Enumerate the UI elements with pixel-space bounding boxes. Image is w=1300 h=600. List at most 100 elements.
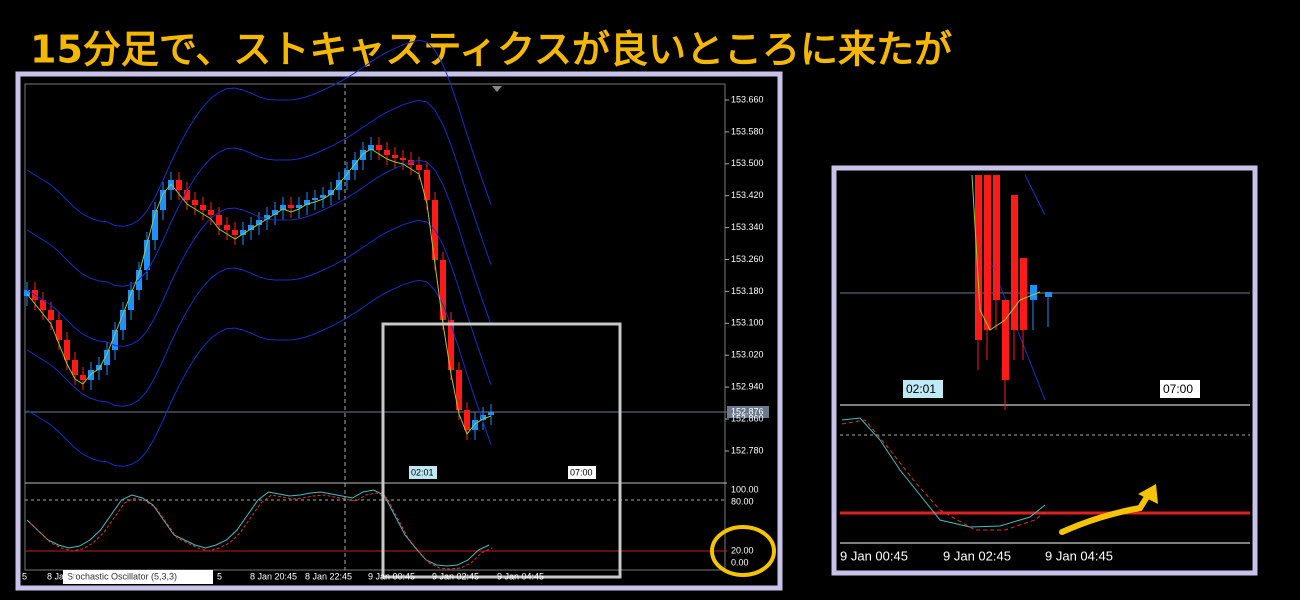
highlight-circle — [710, 525, 776, 577]
candle — [216, 215, 222, 225]
candle — [184, 190, 190, 200]
candle — [192, 200, 198, 205]
stochastic-plot — [26, 489, 493, 570]
candle — [416, 165, 422, 170]
candle — [48, 310, 54, 320]
zoom-time-label: 9 Jan 04:45 — [1045, 548, 1113, 563]
highlight-box — [381, 322, 622, 579]
price-label: 152.860 — [731, 413, 764, 423]
main-panel-frame — [15, 71, 783, 591]
moving-average — [26, 148, 492, 435]
zoom-plot: 02:01 07:00 9 Jan 00:45 9 Jan 02:45 9 Jan 04… — [840, 174, 1200, 563]
candle — [160, 190, 166, 210]
zoom-time-tag-label: 02:01 — [906, 382, 936, 396]
time-label: 9 Jan 02:45 — [432, 571, 479, 581]
candle — [80, 375, 86, 380]
price-label: 152.940 — [731, 381, 764, 391]
candle — [424, 170, 430, 200]
price-label: 153.340 — [731, 222, 764, 232]
candle — [464, 410, 470, 430]
zoom-candle — [1045, 292, 1052, 297]
zoom-candle — [1020, 258, 1027, 330]
candle — [88, 370, 94, 380]
candle — [104, 350, 110, 365]
candle — [200, 205, 206, 210]
indicator-label: Stochastic Oscillator (5,3,3) — [67, 571, 177, 581]
zoom-time-label: 9 Jan 00:45 — [840, 548, 908, 563]
time-tag — [409, 466, 437, 479]
price-label: 153.580 — [731, 126, 764, 136]
candle — [360, 150, 366, 160]
zoom-moving-average — [971, 174, 1041, 331]
candle — [472, 420, 478, 430]
zoom-time-tag — [1160, 380, 1200, 398]
candle — [144, 240, 150, 270]
candle — [152, 210, 158, 240]
candle — [176, 180, 182, 190]
candle — [72, 360, 78, 375]
candle — [64, 340, 70, 360]
zoom-stoch-main — [841, 417, 1046, 528]
current-price-box — [727, 406, 769, 418]
candle — [272, 210, 278, 215]
bollinger-band — [26, 39, 492, 227]
candle — [248, 225, 254, 230]
price-label: 153.260 — [731, 254, 764, 264]
time-label: 8 Jan 22:45 — [305, 571, 352, 581]
price-label: 153.660 — [731, 94, 764, 104]
candle — [112, 330, 118, 350]
candle — [304, 200, 310, 205]
arrow — [1059, 489, 1153, 535]
candle — [336, 180, 342, 190]
candle — [368, 145, 374, 150]
bollinger-band — [26, 159, 492, 347]
candle — [256, 220, 262, 225]
candle — [488, 412, 494, 415]
zoom-time-tag-label: 07:00 — [1163, 382, 1193, 396]
candle — [120, 310, 126, 330]
candle — [264, 215, 270, 220]
time-label: 8 Jan 1 — [47, 571, 77, 581]
candle — [480, 415, 486, 420]
zoom-candle — [993, 175, 1000, 300]
time-label: 8 Jan 20:45 — [250, 571, 297, 581]
candle — [328, 190, 334, 195]
shift-marker — [492, 86, 502, 92]
candle — [344, 170, 350, 180]
candle — [224, 225, 230, 230]
candle — [280, 205, 286, 210]
candle — [240, 230, 246, 235]
main-plot-frame — [24, 83, 726, 571]
zoom-candle — [975, 175, 982, 340]
zoom-candle — [1002, 300, 1009, 380]
candle — [128, 290, 134, 310]
time-tag-label: 07:00 — [570, 467, 593, 477]
stoch-label: 80.00 — [731, 496, 754, 506]
stoch-label: 0.00 — [731, 557, 749, 567]
candle — [40, 300, 46, 310]
candle — [24, 290, 30, 296]
stoch-label: 20.00 — [731, 545, 754, 555]
arrow-head — [1138, 484, 1158, 504]
zoom-candle — [1030, 285, 1037, 300]
candle — [288, 205, 294, 208]
stoch-label: 100.00 — [731, 484, 759, 494]
price-label: 153.180 — [731, 286, 764, 296]
zoom-band — [1024, 174, 1046, 216]
bollinger-band — [26, 279, 492, 467]
candle — [56, 320, 62, 340]
candle — [384, 150, 390, 155]
time-label: 9 Jan 00:45 — [368, 571, 415, 581]
candle — [440, 260, 446, 320]
bollinger-band — [26, 219, 492, 407]
zoom-candle — [1011, 195, 1018, 330]
candle — [232, 230, 238, 235]
time-label: 5 — [217, 571, 222, 581]
zoom-stoch-signal — [841, 419, 1046, 531]
price-plot — [24, 39, 494, 467]
candle — [312, 198, 318, 200]
candle — [392, 155, 398, 158]
zoom-candle — [984, 175, 991, 330]
price-label: 153.500 — [731, 158, 764, 168]
